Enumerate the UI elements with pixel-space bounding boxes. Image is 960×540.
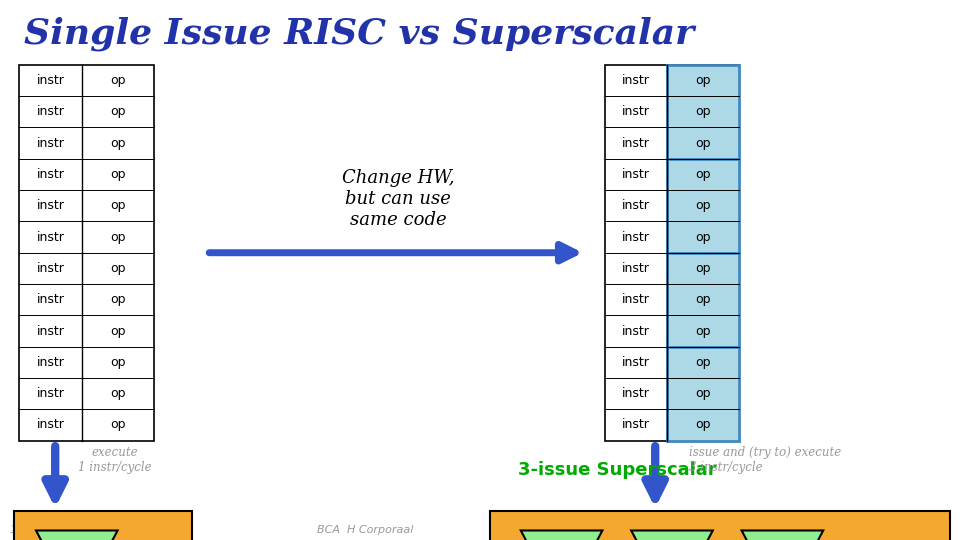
Text: op: op [695,262,711,275]
Text: op: op [109,199,126,212]
Text: op: op [109,74,126,87]
Text: instr: instr [36,74,64,87]
Text: instr: instr [622,262,650,275]
Bar [490,511,950,540]
Text: op: op [109,168,126,181]
Bar [667,159,739,253]
Text: instr: instr [36,199,64,212]
Text: instr: instr [622,293,650,306]
Text: instr: instr [622,105,650,118]
Text: op: op [109,418,126,431]
Text: op: op [109,325,126,338]
Text: op: op [109,356,126,369]
Text: op: op [109,137,126,150]
Text: instr: instr [36,168,64,181]
Text: instr: instr [36,231,64,244]
Text: 3-issue Superscalar: 3-issue Superscalar [518,461,717,480]
Text: instr: instr [36,262,64,275]
Text: Single Issue RISC vs Superscalar: Single Issue RISC vs Superscalar [24,16,694,51]
Text: instr: instr [622,74,650,87]
Text: op: op [695,105,711,118]
Bar [667,65,739,159]
Text: op: op [695,387,711,400]
Text: op: op [109,293,126,306]
Bar [605,65,739,441]
Text: instr: instr [36,105,64,118]
Text: op: op [109,231,126,244]
Text: instr: instr [36,356,64,369]
Text: op: op [695,168,711,181]
Text: 10/29/2021: 10/29/2021 [10,524,74,535]
Polygon shape [36,530,117,540]
Text: op: op [695,199,711,212]
Text: op: op [109,387,126,400]
Text: instr: instr [36,325,64,338]
Text: instr: instr [36,293,64,306]
Polygon shape [632,530,712,540]
Polygon shape [741,530,823,540]
Text: instr: instr [36,387,64,400]
Bar [667,253,739,347]
Text: op: op [695,293,711,306]
Text: instr: instr [36,137,64,150]
Text: op: op [695,231,711,244]
Text: Change HW,
but can use
same code: Change HW, but can use same code [342,169,455,228]
Text: instr: instr [622,199,650,212]
Text: op: op [109,105,126,118]
Bar [19,65,154,441]
Text: issue and (try to) execute
3 instr/cycle: issue and (try to) execute 3 instr/cycle [689,446,841,474]
Polygon shape [520,530,603,540]
Text: 44: 44 [935,522,950,535]
Text: op: op [695,137,711,150]
Text: op: op [695,418,711,431]
Text: instr: instr [622,325,650,338]
Text: execute
1 instr/cycle: execute 1 instr/cycle [79,446,152,474]
Text: instr: instr [622,168,650,181]
Text: op: op [695,325,711,338]
Text: instr: instr [622,231,650,244]
Text: BCA  H Corporaal: BCA H Corporaal [317,524,413,535]
Text: op: op [109,262,126,275]
Text: instr: instr [622,387,650,400]
Text: instr: instr [622,137,650,150]
Bar [14,511,192,540]
Text: op: op [695,74,711,87]
Text: op: op [695,356,711,369]
Text: instr: instr [622,356,650,369]
Text: instr: instr [622,418,650,431]
Text: instr: instr [36,418,64,431]
Bar [667,347,739,441]
